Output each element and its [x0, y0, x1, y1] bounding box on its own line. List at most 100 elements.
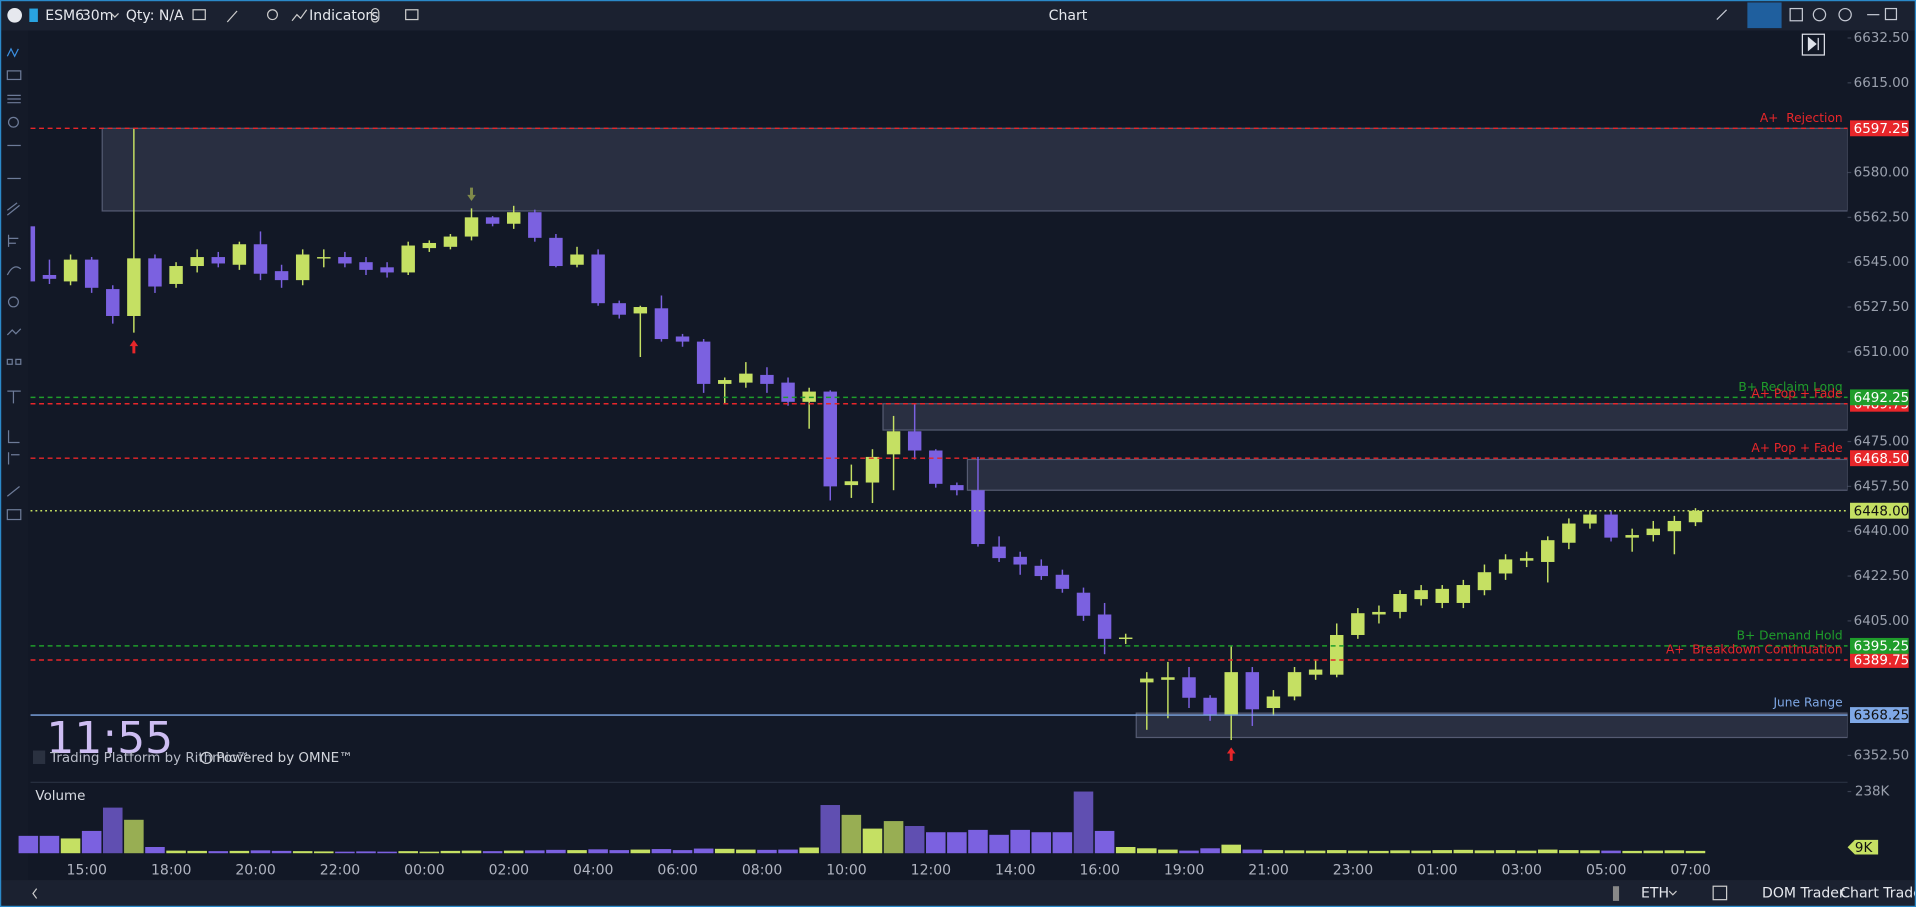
volume-bar	[841, 814, 862, 854]
y-tick-label: 6405.00	[1854, 614, 1910, 629]
volume-bar	[18, 835, 39, 854]
tool[interactable]	[6, 47, 19, 58]
volume-bar	[1348, 850, 1368, 854]
scrollbar[interactable]	[1612, 886, 1620, 901]
volume-bar	[567, 850, 587, 854]
candle-body	[739, 373, 753, 383]
x-tick-label: 15:00	[67, 862, 107, 878]
zone	[882, 403, 1848, 431]
tool[interactable]	[6, 509, 22, 521]
y-tick-label: 6422.50	[1854, 569, 1910, 584]
interval[interactable]: 30m	[82, 8, 114, 24]
candle-body	[1456, 585, 1471, 603]
volume-bar	[271, 850, 292, 854]
dropdown[interactable]	[1668, 890, 1677, 896]
go-to-latest[interactable]	[1801, 33, 1825, 56]
logo[interactable]	[7, 7, 22, 23]
volume-bar	[651, 849, 672, 854]
tool[interactable]	[6, 486, 20, 497]
candle-body	[506, 212, 521, 224]
tool[interactable]	[7, 234, 19, 247]
volume-bar	[1664, 850, 1685, 854]
icon[interactable]	[1884, 7, 1898, 21]
volume-bar	[714, 848, 735, 854]
level-name: A+ Breakdown Continuation	[1666, 643, 1843, 657]
level-price-label: 6448.00	[1854, 504, 1910, 519]
tool[interactable]	[6, 202, 20, 216]
volume-bar	[1411, 850, 1431, 854]
tool[interactable]	[7, 94, 21, 104]
volume-bar	[1369, 850, 1389, 854]
volume-bar	[102, 807, 123, 854]
volume-bar	[461, 850, 482, 854]
candle-body	[1076, 592, 1091, 616]
tool[interactable]	[7, 116, 19, 128]
y-tick-label: 6615.00	[1854, 76, 1910, 91]
dom-trader[interactable]: DOM Trader	[1762, 886, 1845, 902]
tool[interactable]	[7, 430, 20, 444]
tool[interactable]	[15, 358, 22, 365]
indicators[interactable]: Indicators	[309, 8, 378, 24]
icon[interactable]	[1812, 7, 1827, 22]
footer	[0, 880, 1916, 907]
dropdown[interactable]	[110, 13, 119, 18]
tool[interactable]	[6, 328, 22, 336]
candle-body	[338, 257, 352, 264]
qty[interactable]: Qty: N/A	[126, 8, 184, 24]
powered: Powered by OMNE™	[216, 751, 352, 766]
candle-body	[760, 374, 774, 384]
level-name: A+ Pop + Fade	[1751, 441, 1842, 455]
symbol[interactable]: ESM6	[45, 8, 84, 24]
icon[interactable]	[405, 9, 419, 21]
volume-bar	[1094, 830, 1115, 854]
tool[interactable]	[7, 296, 19, 308]
tool[interactable]	[6, 358, 13, 365]
signal-arrow-down	[467, 187, 476, 202]
tool[interactable]	[7, 390, 21, 404]
icon[interactable]	[192, 9, 206, 21]
chart-trader[interactable]: Chart Trader	[1840, 886, 1916, 902]
camera[interactable]	[1747, 2, 1782, 29]
volume-bar	[1305, 850, 1326, 854]
tool[interactable]	[7, 452, 20, 465]
icon[interactable]	[266, 9, 278, 21]
session[interactable]: ETH	[1641, 886, 1669, 902]
candle-body	[1477, 572, 1492, 591]
omne-logo	[200, 751, 213, 764]
volume-bar	[1073, 791, 1094, 854]
volume-bar	[1179, 850, 1199, 854]
volume-bar	[1158, 849, 1178, 854]
volume-bar	[588, 849, 608, 854]
volume-bar	[609, 850, 630, 854]
candle-body	[211, 257, 225, 264]
candle-body	[1097, 614, 1112, 639]
level-price-box	[1850, 389, 1909, 406]
tool[interactable]	[6, 266, 22, 276]
candle-body	[971, 490, 985, 545]
candle-body	[127, 258, 141, 316]
calendar[interactable]	[1712, 885, 1728, 901]
candle-body	[1646, 528, 1660, 536]
icon[interactable]	[226, 10, 238, 23]
candle-body	[1013, 556, 1027, 565]
level-price-label: 6389.75	[1854, 654, 1910, 669]
candle-body	[1583, 514, 1597, 524]
volume-bar	[1495, 850, 1516, 854]
volume-bar	[1537, 849, 1558, 854]
icon[interactable]	[291, 9, 308, 22]
icon[interactable]	[1838, 7, 1852, 22]
x-tick-label: 08:00	[742, 862, 782, 878]
candle-body	[633, 307, 648, 314]
icon[interactable]	[1716, 9, 1728, 20]
scroll-left[interactable]	[32, 888, 38, 899]
icon[interactable]	[1789, 7, 1803, 22]
x-tick-label: 22:00	[320, 862, 360, 878]
candle-body	[1224, 672, 1238, 715]
icon[interactable]	[370, 7, 380, 23]
volume-bar	[757, 849, 777, 854]
volume-bar	[546, 849, 566, 854]
candle-body	[929, 450, 943, 484]
tool[interactable]	[6, 70, 22, 81]
volume-bar	[1284, 850, 1305, 854]
level-price-box	[1850, 637, 1909, 654]
